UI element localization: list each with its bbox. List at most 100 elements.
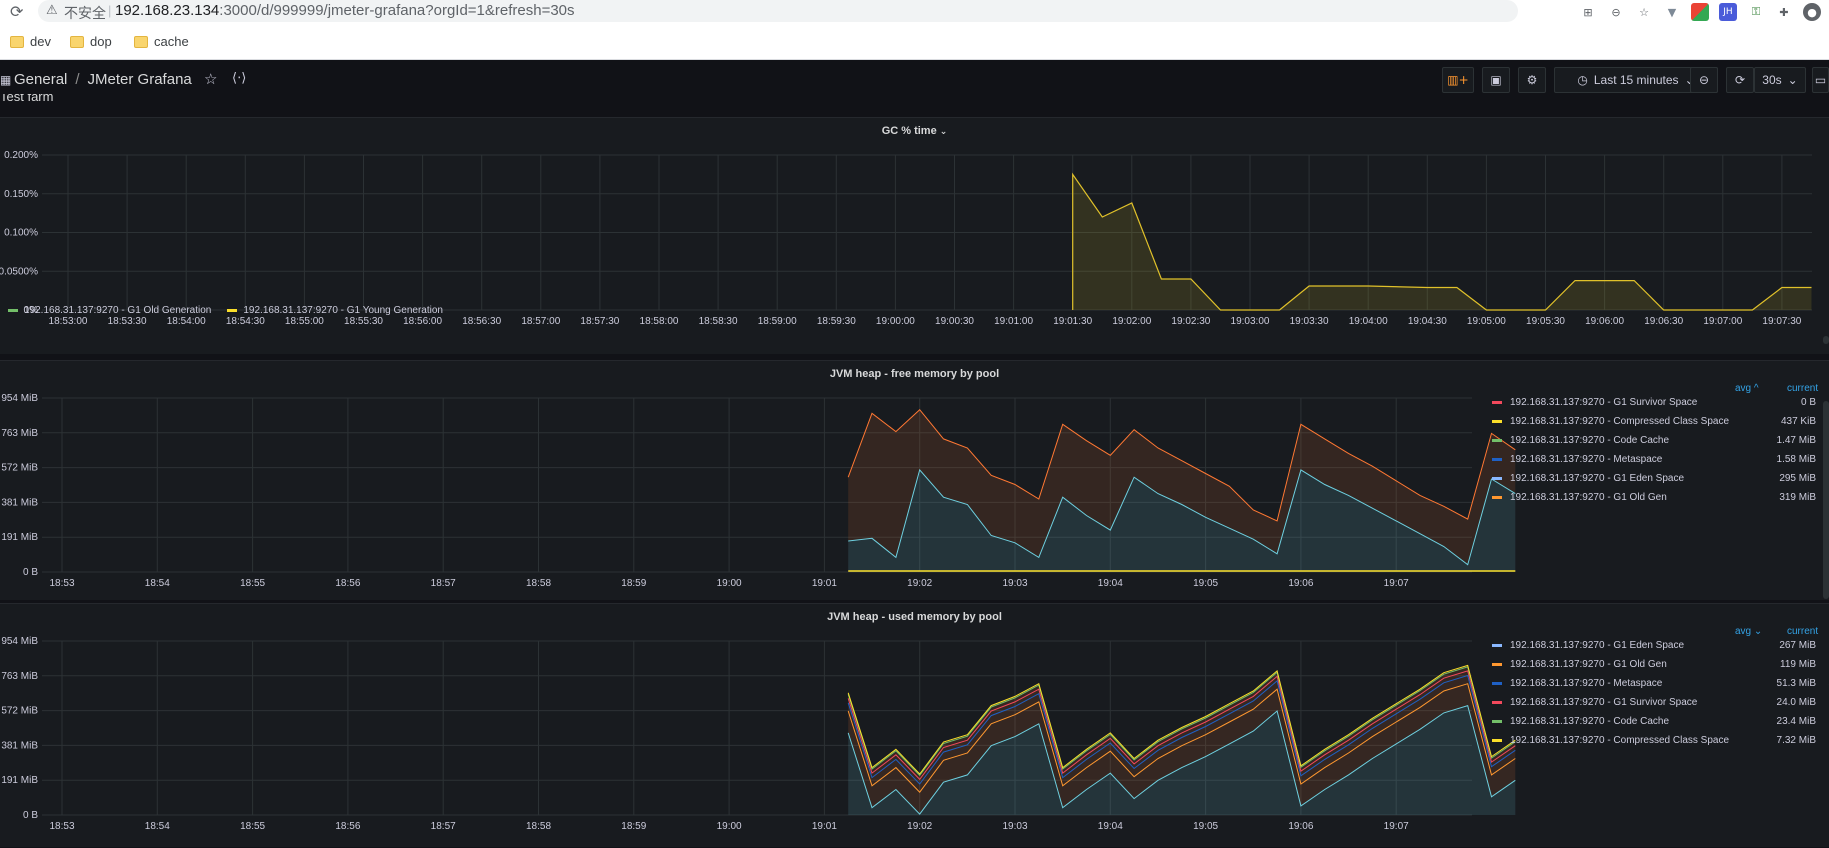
panel-title[interactable]: JVM heap - free memory by pool [829,368,1000,380]
eden-area [848,705,1516,815]
x-tick-label: 19:07:00 [1703,316,1742,327]
x-tick-label: 19:04:00 [1349,316,1388,327]
legend-label: 192.168.31.137:9270 - G1 Young Generatio… [243,305,443,316]
vue-extension-icon[interactable]: ▼ [1667,5,1677,19]
x-tick-label: 19:03:30 [1290,316,1329,327]
bookmark-cache[interactable]: cache [134,34,189,49]
color-extension-icon[interactable] [1691,3,1709,21]
add-panel-button[interactable]: ▥+ [1442,67,1474,93]
legend-swatch [1492,701,1502,704]
legend-row[interactable]: 192.168.31.137:9270 - Code Cache 23.4 MiB… [1492,712,1829,731]
x-tick-label: 19:06 [1288,578,1313,589]
heap-used-chart: 0 B 191 MiB 381 MiB 572 MiB 763 MiB 954 MiB 18… [1,636,1516,832]
dashboard-row-title[interactable]: Test farm [0,94,54,104]
legend-swatch [1492,401,1502,404]
bookmarks-bar: dev dop cache [0,26,1829,60]
panel-scrollbar[interactable] [1823,336,1829,344]
key-extension-icon[interactable]: ⚿ [1751,5,1761,18]
refresh-icon: ⟳ [1734,73,1746,87]
legend-sort-avg-header[interactable]: avg ⌄ [1735,626,1763,637]
legend-row[interactable]: 192.168.31.137:9270 - G1 Survivor Space 0… [1492,393,1829,412]
x-tick-label: 18:55:30 [344,316,383,327]
x-tick-label: 18:53:00 [49,316,88,327]
tv-mode-button[interactable]: ▭ [1812,67,1829,93]
x-tick-label: 19:01 [812,821,837,832]
bookmark-dop[interactable]: dop [70,34,112,49]
panel-title[interactable]: GC % time ⌄ [0,125,1829,137]
panel-title[interactable]: JVM heap - used memory by pool [827,611,1002,623]
y-tick-label: 0.0500% [0,266,38,277]
legend-row[interactable]: 192.168.31.137:9270 - Code Cache 1.47 MiB… [1492,431,1829,450]
x-tick-label: 18:56 [335,578,360,589]
legend-row[interactable]: 192.168.31.137:9270 - G1 Eden Space 295 M… [1492,469,1829,488]
refresh-button[interactable]: ⟳ [1726,67,1754,93]
legend-avg-value: 1.47 MiB [1776,435,1816,446]
y-tick-label: 191 MiB [1,775,38,786]
legend-sort-current-header[interactable]: current [1787,383,1819,394]
breadcrumb-folder[interactable]: General [14,71,68,88]
save-dashboard-button[interactable]: ▣ [1482,67,1510,93]
url-field[interactable]: ⚠ 不安全 | 192.168.23.134:3000/d/999999/jme… [38,0,1518,22]
warning-icon[interactable]: ⚠ [46,3,58,18]
breadcrumb-separator: / [75,71,80,88]
legend-item[interactable]: 192.168.31.137:9270 - G1 Young Generatio… [227,305,443,316]
legend-current-value: 51.4 MiB [1816,678,1829,689]
x-tick-label: 19:02 [907,578,932,589]
x-tick-label: 19:03 [1002,578,1027,589]
legend-sort-current-header[interactable]: current [1787,626,1819,637]
insecure-label[interactable]: 不安全 [64,5,106,21]
jh-extension-icon[interactable]: JH [1719,3,1737,21]
x-tick-label: 18:53 [49,821,74,832]
y-tick-label: 954 MiB [1,636,38,647]
reload-icon[interactable]: ⟳ [10,2,24,21]
url-host: 192.168.23.134 [115,2,220,19]
y-tick-label: 763 MiB [1,428,38,439]
x-tick-label: 18:57:00 [521,316,560,327]
legend-row[interactable]: 192.168.31.137:9270 - Metaspace 51.3 MiB5… [1492,674,1829,693]
bookmark-star-icon[interactable]: ☆ [1639,5,1649,19]
zoom-icon[interactable]: ⊖ [1611,5,1621,19]
x-tick-label: 19:05 [1193,578,1218,589]
legend-label: 192.168.31.137:9270 - G1 Eden Space [1510,640,1685,651]
legend-item[interactable]: 192.168.31.137:9270 - G1 Old Generation [8,305,211,316]
zoom-out-icon: ⊖ [1698,73,1710,87]
share-icon[interactable]: ⟨⋅⟩ [232,71,247,86]
puzzle-icon[interactable]: ✚ [1779,5,1789,19]
legend-label: 192.168.31.137:9270 - G1 Old Gen [1510,492,1667,503]
zoom-out-button[interactable]: ⊖ [1690,67,1718,93]
y-tick-label: 0 B [23,567,38,578]
star-icon[interactable]: ☆ [204,70,218,88]
translate-icon[interactable]: ⊞ [1583,5,1593,19]
x-tick-label: 19:00 [717,578,742,589]
dashboards-grid-icon[interactable]: ▦ [0,73,12,87]
legend-scrollbar[interactable] [1823,401,1829,599]
legend-sort-avg-header[interactable]: avg ^ [1735,383,1759,394]
legend-label: 192.168.31.137:9270 - Metaspace [1510,454,1663,465]
url-text[interactable]: 192.168.23.134:3000/d/999999/jmeter-graf… [115,2,575,19]
bookmark-label: dev [30,34,51,49]
x-tick-label: 18:53 [49,578,74,589]
legend-current-value: 189 MiB [1816,640,1829,651]
x-tick-label: 19:05:00 [1467,316,1506,327]
dashboard-settings-button[interactable]: ⚙ [1518,67,1546,93]
dashboard-title[interactable]: JMeter Grafana [87,71,192,88]
bookmark-dev[interactable]: dev [10,34,51,49]
refresh-interval-picker[interactable]: 30s ⌄ [1754,67,1806,93]
folder-icon [70,35,84,48]
x-tick-label: 18:55 [240,821,265,832]
legend-avg-value: 23.4 MiB [1776,716,1816,727]
legend-row[interactable]: 192.168.31.137:9270 - G1 Survivor Space 2… [1492,693,1829,712]
legend-row[interactable]: 192.168.31.137:9270 - G1 Eden Space 267 M… [1492,636,1829,655]
heap-used-panel: JVM heap - used memory by pool 0 B 191 Mi… [0,603,1829,847]
legend-label: 192.168.31.137:9270 - Compressed Class S… [1510,416,1730,427]
y-tick-label: 0 B [23,810,38,821]
series-line [847,664,1516,775]
x-tick-label: 19:04 [1098,578,1123,589]
legend-avg-value: 51.3 MiB [1776,678,1816,689]
legend-row[interactable]: 192.168.31.137:9270 - Compressed Class S… [1492,731,1829,750]
legend-row[interactable]: 192.168.31.137:9270 - Compressed Class S… [1492,412,1829,431]
legend-row[interactable]: 192.168.31.137:9270 - G1 Old Gen 119 MiB1… [1492,655,1829,674]
profile-avatar-icon[interactable]: ● [1803,3,1821,21]
